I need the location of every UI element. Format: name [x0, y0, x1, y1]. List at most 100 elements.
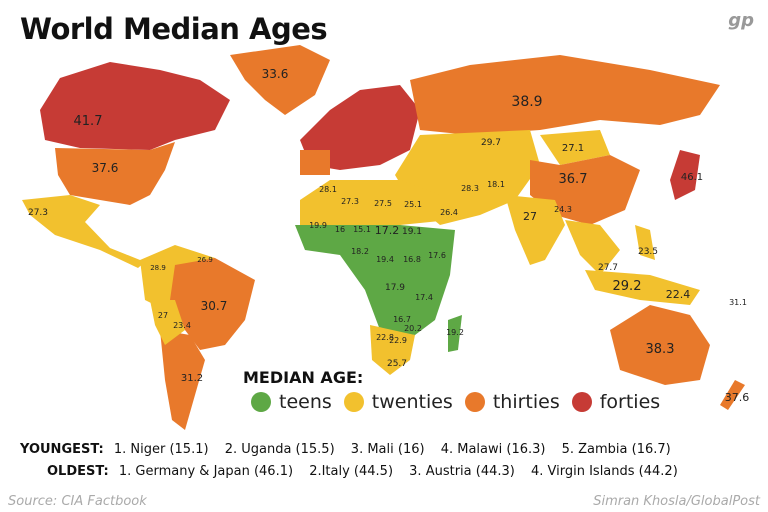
region-andes	[150, 300, 185, 345]
median-age-label: 16.8	[403, 255, 421, 264]
legend-item-thirties: thirties	[464, 391, 560, 413]
median-age-label: 22.4	[666, 288, 691, 301]
median-age-label: 19.2	[446, 328, 464, 337]
region-japan	[670, 150, 700, 200]
median-age-label: 27.1	[562, 143, 584, 154]
youngest-item: 3. Mali (16)	[350, 442, 425, 457]
median-age-label: 29.7	[481, 138, 501, 148]
source-note: Source: CIA Factbook	[8, 494, 147, 509]
youngest-item: 5. Zambia (16.7)	[561, 442, 671, 457]
region-europe	[300, 85, 420, 170]
median-age-label: 27	[158, 311, 168, 320]
forties-swatch	[571, 392, 592, 412]
median-age-label: 25.1	[404, 200, 422, 209]
credit-note: Simran Khosla/GlobalPost	[593, 494, 760, 509]
world-map: 33.6 41.7 37.6 27.3 38.9 29.7 27.1 36.7 46.1 27 26…	[22, 45, 749, 430]
region-se-asia	[565, 220, 620, 275]
median-age-label: 37.6	[725, 391, 750, 404]
region-india	[505, 195, 565, 265]
oldest-item: 1. Germany & Japan (46.1)	[118, 464, 294, 479]
globalpost-logo: gp	[728, 10, 754, 31]
median-age-label: 18.2	[351, 247, 369, 256]
median-age-label: 17.9	[385, 283, 405, 293]
oldest-item: 4. Virgin Islands (44.2)	[530, 464, 678, 479]
region-north-africa	[300, 180, 450, 225]
median-age-label: 38.3	[646, 342, 675, 357]
legend-item-twenties: twenties	[343, 391, 453, 413]
median-age-label: 31.1	[729, 298, 747, 307]
median-age-label: 17.2	[375, 224, 400, 237]
oldest-label: OLDEST:	[47, 464, 109, 479]
youngest-list: YOUNGEST: 1. Niger (15.1) 2. Uganda (15.…	[20, 442, 683, 457]
page-title: World Median Ages	[20, 12, 328, 46]
median-age-label: 27.3	[341, 197, 359, 206]
median-age-label: 23.4	[173, 321, 191, 330]
median-age-label: 41.7	[74, 114, 103, 129]
median-age-label: 22.8	[376, 333, 394, 342]
legend: MEDIAN AGE: teens twenties thirties fort…	[243, 368, 672, 413]
median-age-label: 25.7	[387, 359, 407, 369]
median-age-label: 28.1	[319, 185, 337, 194]
region-australia	[610, 305, 710, 385]
region-new-zealand	[720, 380, 745, 410]
legend-label: thirties	[492, 391, 560, 413]
youngest-item: 2. Uganda (15.5)	[224, 442, 335, 457]
region-sub-saharan-africa	[295, 225, 455, 335]
median-age-label: 30.7	[201, 299, 228, 313]
youngest-label: YOUNGEST:	[20, 442, 104, 457]
median-age-label: 38.9	[511, 94, 542, 110]
median-age-label: 22.9	[389, 336, 407, 345]
oldest-list: OLDEST: 1. Germany & Japan (46.1) 2.Ital…	[47, 464, 690, 479]
legend-item-forties: forties	[571, 391, 660, 413]
median-age-label: 26.9	[197, 256, 213, 264]
legend-item-teens: teens	[251, 391, 332, 413]
median-age-label: 26.4	[440, 208, 458, 217]
median-age-label: 16	[335, 225, 345, 234]
median-age-label: 33.6	[262, 67, 289, 81]
region-brazil	[170, 258, 255, 350]
median-age-label: 16.7	[393, 315, 411, 324]
median-age-label: 19.1	[402, 227, 422, 237]
median-age-label: 27.3	[28, 208, 48, 218]
median-age-label: 19.9	[309, 221, 327, 230]
median-age-label: 15.1	[353, 225, 371, 234]
median-age-label: 19.4	[376, 255, 394, 264]
region-iberia	[300, 150, 330, 175]
region-mongolia	[540, 130, 610, 165]
legend-label: twenties	[371, 391, 453, 413]
oldest-item: 3. Austria (44.3)	[409, 464, 515, 479]
region-south-america-south	[160, 330, 205, 430]
region-greenland	[230, 45, 330, 115]
median-age-label: 27.5	[374, 199, 392, 208]
median-age-label: 28.9	[150, 264, 166, 272]
median-age-label: 29.2	[613, 279, 642, 294]
median-age-label: 36.7	[559, 172, 588, 187]
region-indonesia	[585, 270, 700, 305]
region-madagascar	[448, 315, 462, 352]
teens-swatch	[251, 392, 271, 412]
region-philippines	[635, 225, 655, 260]
twenties-swatch	[343, 392, 364, 412]
median-age-labels: 33.6 41.7 37.6 27.3 38.9 29.7 27.1 36.7 46.1 27 26…	[28, 67, 749, 404]
region-southern-africa	[370, 325, 415, 375]
legend-title: MEDIAN AGE:	[243, 368, 364, 387]
median-age-label: 23.5	[638, 247, 658, 257]
region-usa	[55, 142, 175, 205]
youngest-item: 4. Malawi (16.3)	[440, 442, 546, 457]
median-age-label: 17.6	[428, 251, 446, 260]
median-age-label: 28.3	[461, 184, 479, 193]
median-age-label: 46.1	[681, 172, 703, 183]
median-age-label: 24.3	[554, 205, 572, 214]
thirties-swatch	[464, 392, 485, 412]
median-age-label: 27.7	[598, 263, 618, 273]
region-russia	[410, 55, 720, 135]
legend-label: teens	[279, 391, 332, 413]
region-mexico	[22, 195, 145, 268]
median-age-label: 27	[523, 210, 537, 223]
median-age-label: 20.2	[404, 324, 422, 333]
oldest-item: 2.Italy (44.5)	[309, 464, 394, 479]
region-canada	[40, 62, 230, 150]
median-age-label: 18.1	[487, 180, 505, 189]
median-age-label: 17.4	[415, 293, 433, 302]
youngest-item: 1. Niger (15.1)	[113, 442, 209, 457]
